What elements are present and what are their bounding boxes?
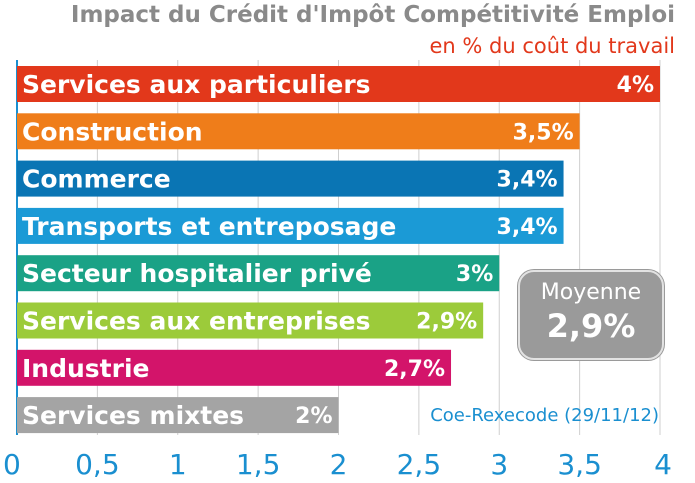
chart-subtitle: en % du coût du travail: [429, 34, 675, 58]
bar: [17, 113, 580, 150]
x-tick-label: 4: [654, 448, 672, 481]
bar-value-label: 2%: [295, 404, 332, 429]
bar-category-label: Services aux entreprises: [22, 307, 371, 336]
x-tick-label: 3: [490, 448, 508, 481]
bar: [17, 207, 564, 244]
bar-value-label: 3,4%: [497, 215, 558, 240]
bar-category-label: Transports et entreposage: [22, 212, 396, 241]
bar-category-label: Commerce: [22, 165, 171, 194]
average-box: Moyenne 2,9%: [518, 270, 664, 360]
bar-category-label: Services mixtes: [22, 401, 244, 430]
bar-category-label: Secteur hospitalier privé: [22, 259, 372, 288]
bar: [17, 397, 339, 434]
x-tick-label: 1: [169, 448, 187, 481]
x-tick-label: 3,5: [557, 448, 602, 481]
x-tick-label: 0: [3, 448, 21, 481]
bar-value-label: 2,7%: [384, 357, 445, 382]
bar: [17, 349, 452, 386]
bar-category-label: Services aux particuliers: [22, 70, 371, 99]
bar-value-label: 3,5%: [513, 120, 574, 145]
x-tick-label: 0,5: [75, 448, 120, 481]
chart-title: Impact du Crédit d'Impôt Compétitivité E…: [70, 2, 675, 28]
bar: [17, 302, 484, 339]
bar: [17, 255, 500, 292]
x-tick-label: 2,5: [397, 448, 442, 481]
bar-value-label: 2,9%: [416, 310, 477, 335]
x-tick-label: 1,5: [236, 448, 281, 481]
x-tick-label: 2: [330, 448, 348, 481]
bar: [17, 66, 660, 102]
source-note: Coe-Rexecode (29/11/12): [430, 405, 659, 426]
bar-category-label: Construction: [22, 117, 203, 146]
average-label: Moyenne: [540, 280, 642, 305]
bar-value-label: 4%: [617, 73, 654, 98]
bar-value-label: 3%: [456, 262, 493, 287]
bar-value-label: 3,4%: [497, 168, 558, 193]
average-value: 2,9%: [546, 307, 636, 345]
bar-category-label: Industrie: [22, 354, 149, 383]
bar: [17, 160, 564, 197]
